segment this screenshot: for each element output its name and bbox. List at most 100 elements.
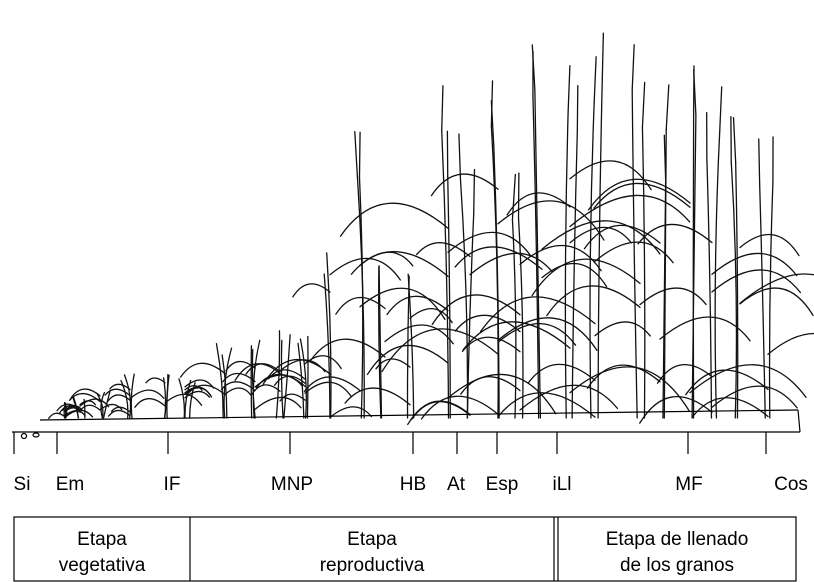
leaf	[531, 258, 641, 297]
leaf	[279, 393, 306, 402]
stem	[511, 218, 517, 419]
stem	[83, 398, 86, 419]
leaf	[234, 363, 281, 381]
ear	[458, 133, 462, 180]
leaf	[519, 384, 619, 411]
leaf	[594, 321, 651, 337]
leaf	[569, 366, 691, 413]
stem	[706, 157, 713, 419]
stem	[641, 126, 646, 419]
leaf	[109, 383, 131, 391]
ear	[354, 131, 359, 178]
leaf	[711, 269, 802, 294]
stem	[735, 161, 739, 419]
leaf	[68, 392, 101, 403]
ear	[719, 86, 723, 133]
leaf	[711, 385, 798, 409]
stem	[532, 96, 540, 419]
leaf	[339, 202, 449, 237]
leaf	[262, 358, 331, 385]
stem	[447, 175, 451, 419]
leaf	[184, 390, 211, 399]
stem	[571, 129, 578, 419]
leaf	[179, 362, 226, 378]
stem	[378, 265, 383, 419]
phase-boxes	[13, 516, 797, 582]
stage-ticks	[13, 432, 767, 454]
stem	[730, 161, 738, 419]
leaf	[381, 328, 499, 373]
ear	[665, 84, 670, 131]
leaf	[430, 173, 499, 197]
leaf	[224, 387, 252, 396]
leaf	[303, 376, 361, 392]
leaf	[359, 287, 446, 321]
leaf	[184, 385, 203, 391]
leaf	[479, 296, 596, 333]
leaf	[225, 360, 256, 372]
ear	[631, 44, 635, 91]
leaf	[583, 224, 661, 250]
plants-illustration	[48, 32, 814, 426]
stem	[120, 379, 129, 419]
stage-label: Si	[14, 474, 31, 495]
leaf	[184, 379, 215, 389]
leaf	[594, 241, 674, 264]
stage-label: At	[447, 474, 466, 495]
leaf	[659, 316, 751, 342]
leaf	[506, 192, 571, 216]
leaf	[447, 373, 557, 415]
leaf	[498, 392, 596, 418]
leaf	[689, 364, 807, 399]
leaf	[497, 322, 577, 346]
stem	[490, 125, 499, 419]
leaf	[497, 317, 598, 351]
stem	[378, 266, 382, 419]
leaf	[410, 401, 471, 421]
leaf	[691, 397, 769, 418]
leaf	[186, 384, 226, 396]
stem	[306, 335, 309, 419]
phase-label: reproductiva	[320, 555, 425, 576]
leaf	[48, 412, 66, 420]
ear	[441, 85, 444, 132]
ear	[567, 65, 571, 112]
leaf	[454, 246, 543, 270]
leaf	[70, 388, 101, 399]
leaf	[527, 363, 596, 384]
leaf	[739, 233, 800, 257]
phase-labels: Etapa vegetativa Etapa reproductiva Etapa de…	[59, 529, 749, 576]
leaf	[255, 373, 306, 389]
leaf	[739, 273, 814, 304]
leaf	[344, 387, 411, 406]
leaf	[254, 396, 302, 410]
leaf	[250, 384, 281, 397]
ear	[358, 131, 361, 178]
leaf	[469, 252, 553, 276]
leaf	[637, 223, 713, 245]
leaf	[220, 381, 256, 392]
stem	[100, 391, 106, 419]
stem	[597, 77, 603, 419]
stage-label: Esp	[486, 474, 519, 495]
stem	[299, 338, 307, 419]
leaf	[586, 364, 661, 389]
stem	[466, 213, 475, 419]
phase-label: vegetativa	[59, 555, 146, 576]
leaf	[460, 376, 521, 395]
stem	[130, 373, 135, 419]
leaf	[292, 283, 331, 298]
stage-label: HB	[400, 474, 426, 495]
leaf	[145, 377, 166, 384]
stem	[96, 393, 104, 419]
stem	[221, 354, 228, 419]
stem	[280, 339, 284, 419]
leaf	[415, 242, 471, 258]
stem	[323, 273, 331, 419]
ear	[511, 173, 516, 221]
leaf	[350, 251, 449, 277]
ear	[601, 32, 605, 79]
ear	[593, 56, 597, 103]
leaf	[462, 321, 571, 351]
